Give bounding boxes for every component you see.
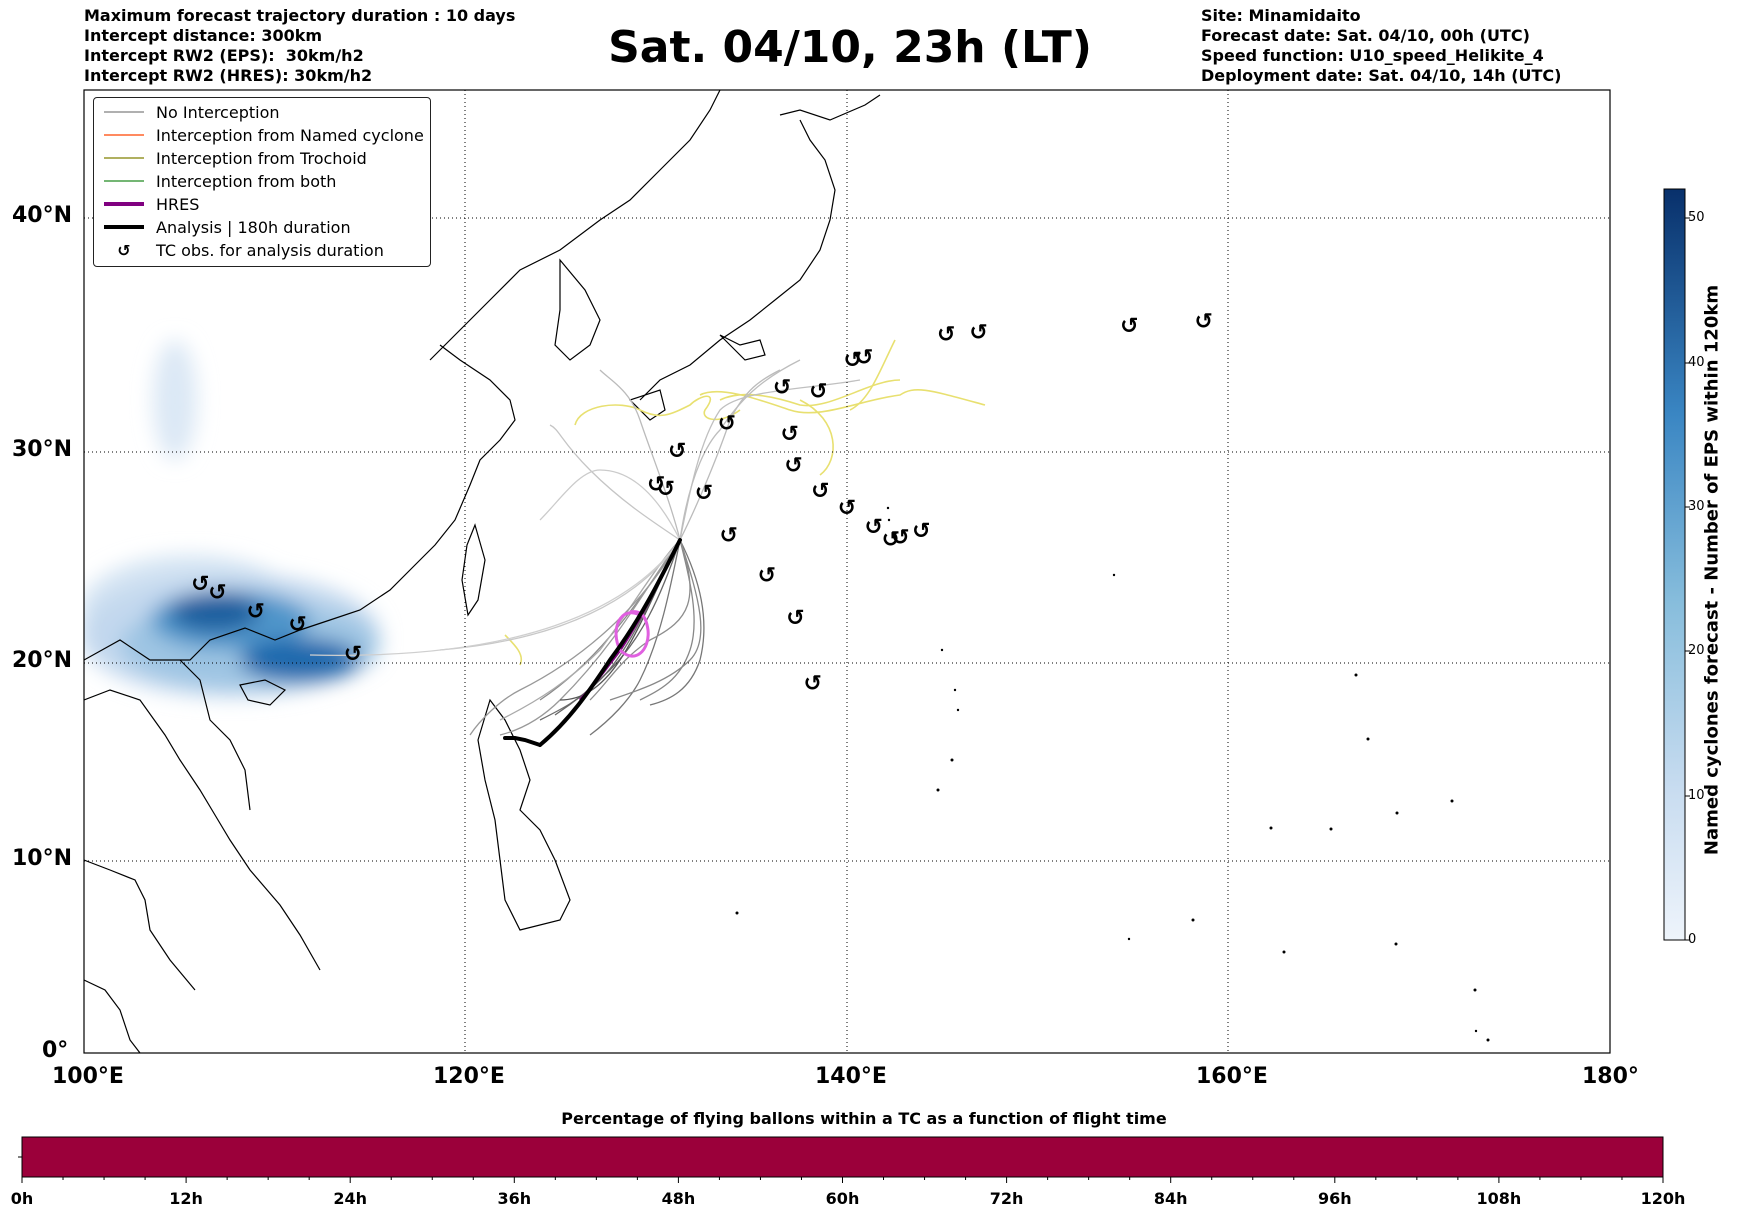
colorbar bbox=[1663, 188, 1686, 941]
colorbar-label: Named cyclones forecast - Number of EPS … bbox=[1701, 284, 1723, 856]
lat-tick-label: 10°N bbox=[12, 846, 73, 871]
legend-label: Interception from Named cyclone bbox=[156, 125, 424, 145]
flight-time-tick-label: 72h bbox=[989, 1189, 1024, 1208]
tc-observation-icon: ↺ bbox=[864, 515, 882, 540]
lat-tick-label: 20°N bbox=[12, 648, 73, 673]
tc-observation-icon: ↺ bbox=[344, 642, 362, 667]
tc-observation-icon: ↺ bbox=[1194, 310, 1212, 335]
flight-time-tick-label: 48h bbox=[661, 1189, 696, 1208]
tc-observation-icon: ↺ bbox=[695, 481, 713, 506]
flight-time-bar-title: Percentage of flying ballons within a TC… bbox=[561, 1109, 1167, 1128]
legend-item: HRES bbox=[104, 193, 199, 215]
tc-observation-icon: ↺ bbox=[786, 606, 804, 631]
tc-observation-icon: ↺ bbox=[647, 473, 665, 498]
legend-item: Interception from Trochoid bbox=[104, 147, 367, 169]
legend-item: ↺ TC obs. for analysis duration bbox=[104, 239, 384, 261]
tc-observation-icon: ↺ bbox=[208, 581, 226, 606]
flight-time-bar-ticks bbox=[21, 1177, 1664, 1183]
tc-observation-icon: ↺ bbox=[844, 348, 862, 373]
legend-label: Interception from both bbox=[156, 171, 337, 191]
tc-observation-icon: ↺ bbox=[811, 479, 829, 504]
flight-time-tick-label: 60h bbox=[825, 1189, 860, 1208]
gridlines bbox=[84, 90, 1610, 1053]
lon-tick-label: 100°E bbox=[52, 1064, 124, 1089]
lon-tick-label: 180° bbox=[1582, 1064, 1639, 1089]
map-legend: No Interception Interception from Named … bbox=[93, 97, 431, 267]
flight-time-tick-label: 108h bbox=[1476, 1189, 1522, 1208]
info-left: Maximum forecast trajectory duration : 1… bbox=[84, 6, 515, 86]
legend-label: Interception from Trochoid bbox=[156, 148, 367, 168]
lat-tick-label: 0° bbox=[42, 1038, 69, 1063]
flight-time-bar bbox=[21, 1136, 1664, 1178]
islands bbox=[735, 506, 1490, 1042]
legend-label: TC obs. for analysis duration bbox=[156, 240, 384, 260]
lon-tick-label: 120°E bbox=[433, 1064, 505, 1089]
tc-observation-icon: ↺ bbox=[288, 612, 306, 637]
tc-observation-icon: ↺ bbox=[668, 439, 686, 464]
colorbar-tick-label: 0 bbox=[1688, 932, 1697, 947]
tc-observations: ↺↺↺↺↺↺↺↺↺↺↺↺↺↺↺↺↺↺↺↺↺↺↺↺↺ ↺↺ ↺ ↺ ↺ bbox=[191, 310, 1213, 697]
colorbar-tick-label: 40 bbox=[1688, 355, 1705, 370]
lat-tick-label: 30°N bbox=[12, 437, 73, 462]
main-title: Sat. 04/10, 23h (LT) bbox=[608, 22, 1092, 73]
tc-observation-icon: ↺ bbox=[809, 380, 827, 405]
flight-time-tick-label: 24h bbox=[333, 1189, 368, 1208]
legend-item: Analysis | 180h duration bbox=[104, 216, 351, 238]
legend-label: No Interception bbox=[156, 102, 280, 122]
tc-observation-icon: ↺ bbox=[1120, 314, 1138, 339]
trochoid-tracks bbox=[504, 339, 986, 666]
legend-label: HRES bbox=[156, 194, 200, 214]
map-frame bbox=[83, 89, 1611, 1054]
colorbar-tick-label: 30 bbox=[1688, 499, 1705, 514]
flight-time-tick-label: 0h bbox=[10, 1189, 34, 1208]
tc-observation-icon: ↺ bbox=[758, 564, 776, 589]
info-right-line: Forecast date: Sat. 04/10, 00h (UTC) bbox=[1201, 26, 1530, 45]
info-left-line: Intercept distance: 300km bbox=[84, 26, 323, 45]
legend-item: Interception from both bbox=[104, 170, 336, 192]
tc-observation-icon: ↺ bbox=[773, 375, 791, 400]
analysis-track bbox=[503, 538, 682, 747]
legend-label: Analysis | 180h duration bbox=[156, 217, 351, 237]
lon-tick-label: 140°E bbox=[815, 1064, 887, 1089]
legend-item: No Interception bbox=[104, 101, 280, 123]
tc-observation-icon: ↺ bbox=[838, 496, 856, 521]
tc-observation-icon: ↺ bbox=[969, 320, 987, 345]
flight-time-tick-label: 120h bbox=[1640, 1189, 1686, 1208]
colorbar-tick-label: 50 bbox=[1688, 210, 1705, 225]
info-right: Site: Minamidaito Forecast date: Sat. 04… bbox=[1201, 6, 1561, 86]
tc-observation-icon: ↺ bbox=[784, 454, 802, 479]
flight-time-tick-label: 36h bbox=[497, 1189, 532, 1208]
info-right-line: Deployment date: Sat. 04/10, 14h (UTC) bbox=[1201, 66, 1562, 85]
tc-symbol-icon: ↺ bbox=[117, 240, 131, 260]
tc-observation-icon: ↺ bbox=[781, 422, 799, 447]
tc-observation-icon: ↺ bbox=[720, 523, 738, 548]
legend-item: Interception from Named cyclone bbox=[104, 124, 424, 146]
tc-observation-icon: ↺ bbox=[882, 528, 900, 553]
colorbar-ticks bbox=[1685, 217, 1690, 941]
flight-time-tick-label: 12h bbox=[169, 1189, 203, 1208]
lat-tick-label: 40°N bbox=[12, 203, 73, 228]
tc-observation-icon: ↺ bbox=[246, 600, 264, 625]
colorbar-tick-label: 20 bbox=[1688, 643, 1705, 658]
tc-observation-icon: ↺ bbox=[937, 322, 955, 347]
tc-observation-icon: ↺ bbox=[718, 411, 736, 436]
info-left-line: Intercept RW2 (EPS): 30km/h2 bbox=[84, 46, 364, 65]
info-left-line: Maximum forecast trajectory duration : 1… bbox=[84, 6, 516, 25]
colorbar-tick-label: 10 bbox=[1688, 788, 1705, 803]
info-right-line: Site: Minamidaito bbox=[1201, 6, 1361, 25]
tc-observation-icon: ↺ bbox=[803, 672, 821, 697]
coastlines bbox=[84, 90, 881, 1053]
info-right-line: Speed function: U10_speed_Helikite_4 bbox=[1201, 46, 1544, 65]
flight-time-tick-label: 96h bbox=[1317, 1189, 1352, 1208]
tc-observation-icon: ↺ bbox=[855, 346, 873, 371]
tc-observation-icon: ↺ bbox=[191, 572, 209, 597]
tc-observation-icon: ↺ bbox=[912, 519, 930, 544]
flight-time-tick-label: 84h bbox=[1153, 1189, 1188, 1208]
lon-tick-label: 160°E bbox=[1196, 1064, 1268, 1089]
tc-observation-icon: ↺ bbox=[657, 477, 675, 502]
eps-density-area bbox=[84, 340, 380, 697]
info-left-line: Intercept RW2 (HRES): 30km/h2 bbox=[84, 66, 373, 85]
tc-observation-icon: ↺ bbox=[891, 526, 909, 551]
